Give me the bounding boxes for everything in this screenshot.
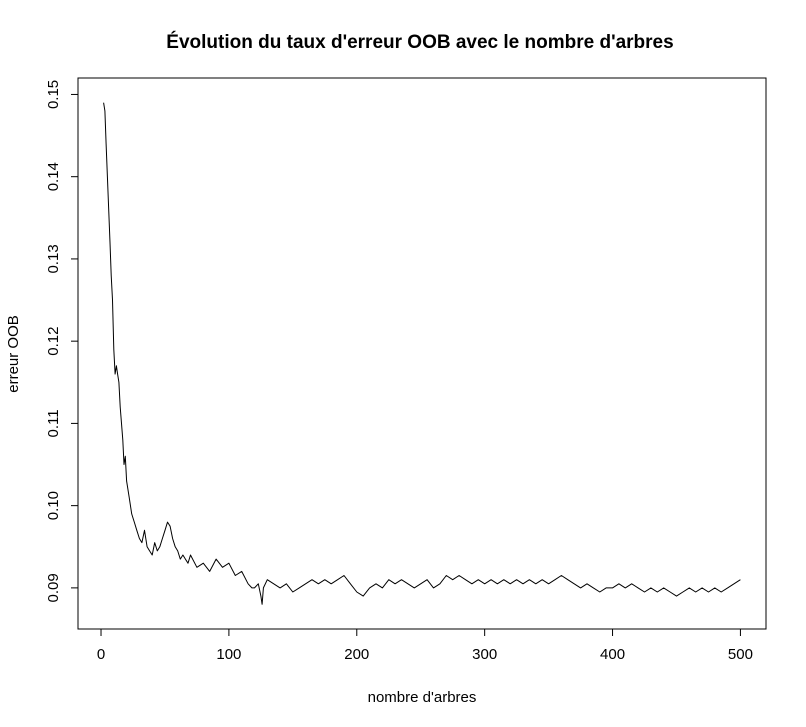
y-axis-label: erreur OOB (5, 315, 22, 393)
y-axis: 0.09 0.10 0.11 0.12 0.13 0.14 0.15 (45, 80, 79, 602)
x-tick-label: 400 (600, 646, 625, 663)
y-tick-label: 0.14 (45, 162, 62, 191)
x-tick-label: 500 (728, 646, 753, 663)
y-tick-label: 0.10 (45, 491, 62, 520)
chart-title: Évolution du taux d'erreur OOB avec le n… (166, 31, 673, 53)
x-tick-label: 200 (344, 646, 369, 663)
x-axis: 0 100 200 300 400 500 (97, 628, 753, 663)
y-tick-label: 0.13 (45, 244, 62, 273)
y-tick-label: 0.09 (45, 573, 62, 602)
y-tick-label: 0.11 (45, 409, 62, 437)
x-axis-label: nombre d'arbres (368, 689, 477, 706)
x-tick-label: 100 (216, 646, 241, 663)
y-tick-label: 0.12 (45, 327, 62, 356)
plot-frame (77, 77, 767, 630)
y-tick-label: 0.15 (45, 80, 62, 109)
x-tick-label: 0 (97, 646, 105, 663)
x-tick-label: 300 (472, 646, 497, 663)
series-line-oob-error (103, 102, 741, 605)
